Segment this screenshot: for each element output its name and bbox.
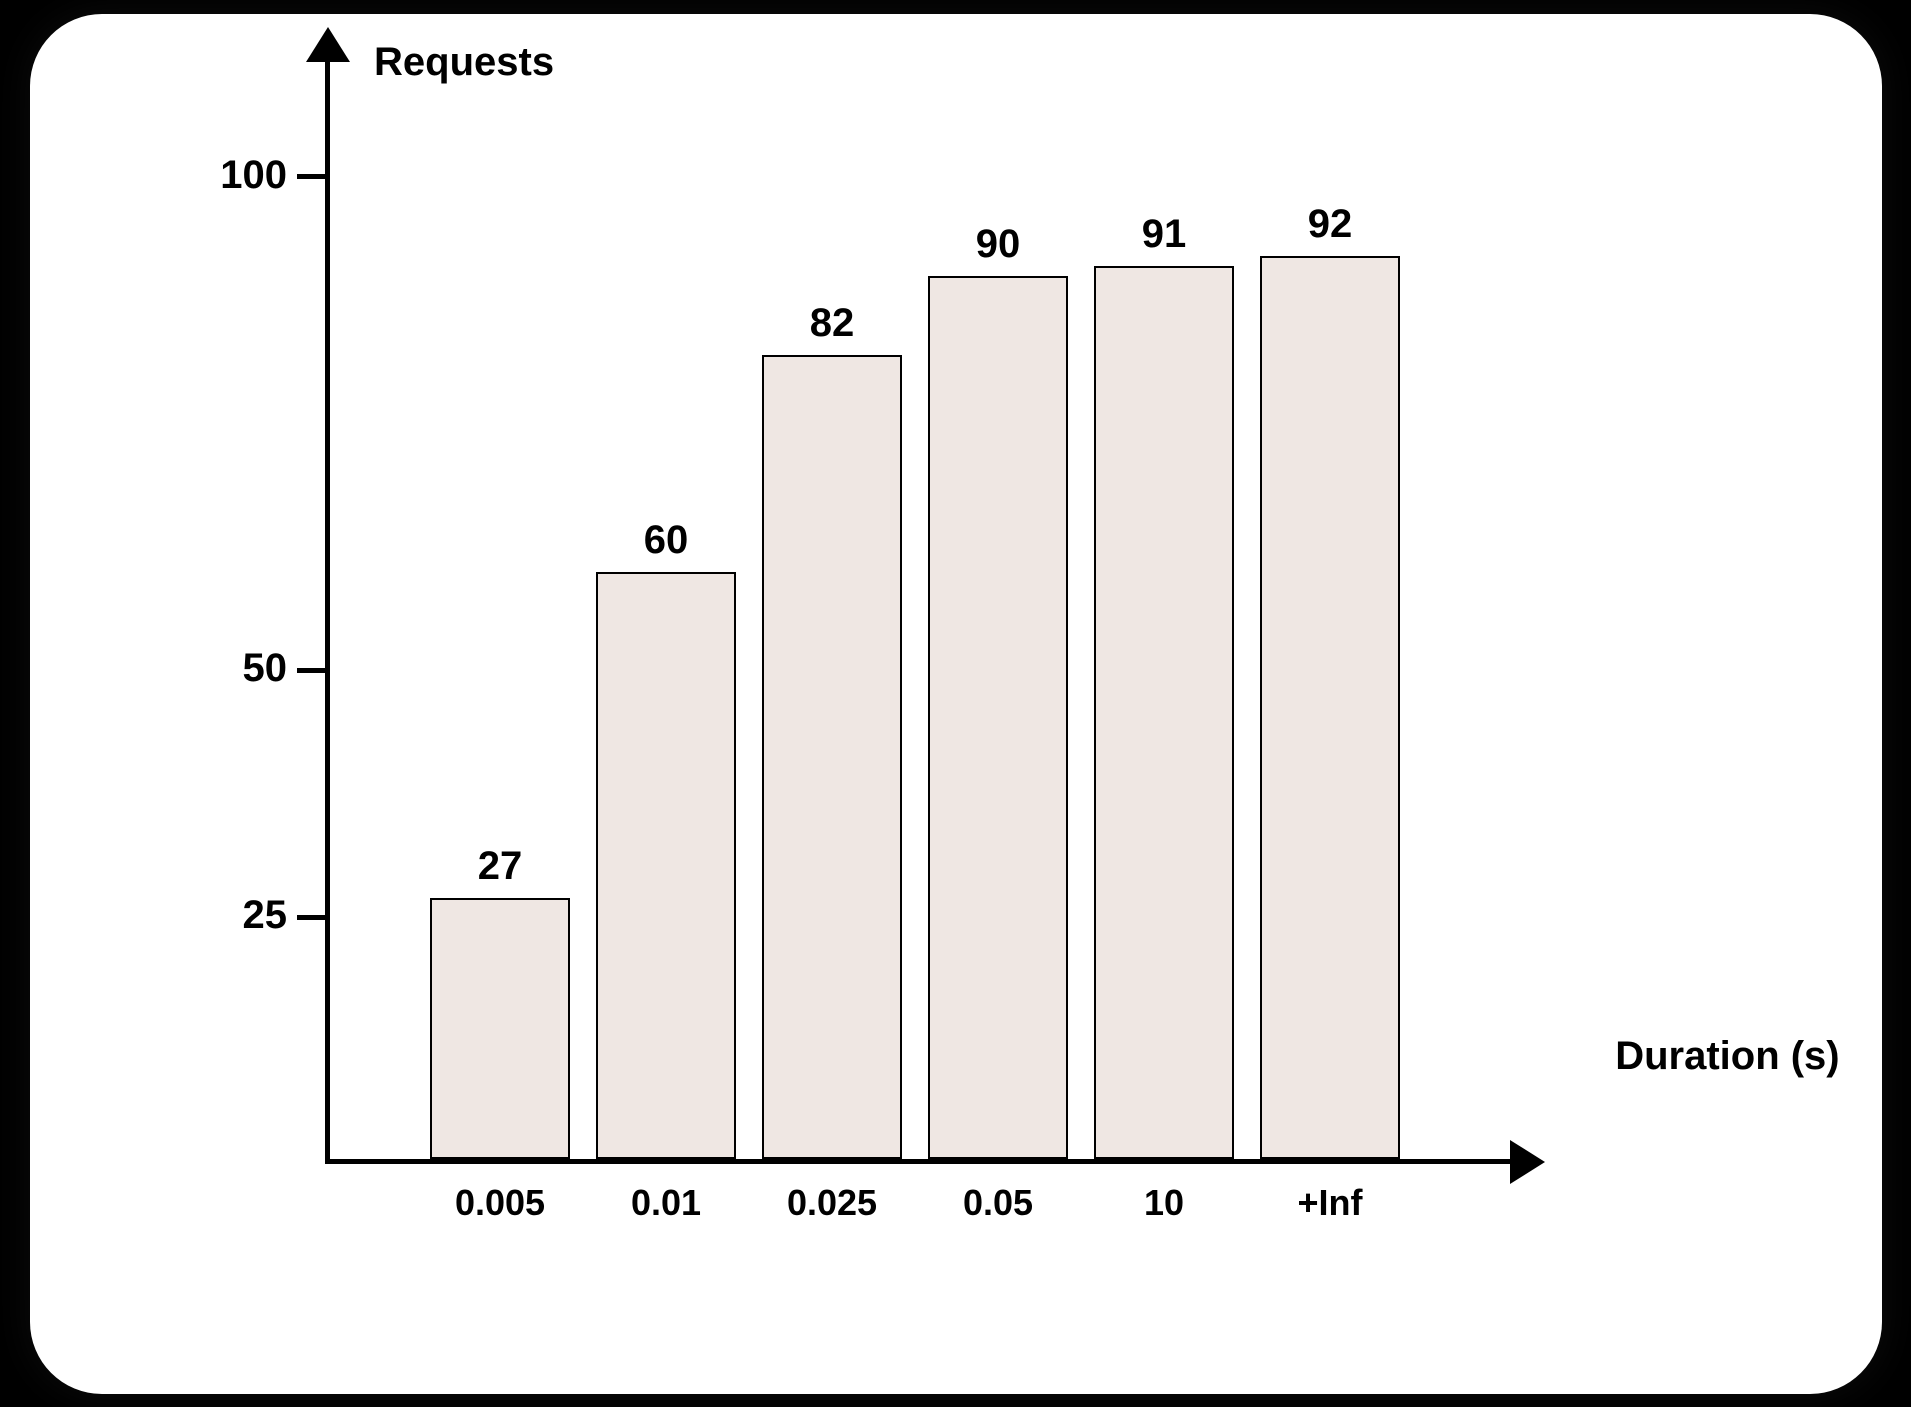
y-tick-label: 50 <box>167 646 287 691</box>
bar <box>1260 256 1400 1159</box>
bar-value-label: 92 <box>1260 202 1400 247</box>
x-axis-arrow <box>1510 1140 1545 1184</box>
x-tick-label: 10 <box>1081 1182 1247 1224</box>
x-tick-label: 0.01 <box>583 1182 749 1224</box>
y-axis-line <box>325 58 330 1164</box>
bar-value-label: 91 <box>1094 212 1234 257</box>
chart-card: 2550100RequestsDuration (s)270.005600.01… <box>30 14 1882 1394</box>
bar-value-label: 90 <box>928 222 1068 267</box>
y-tick-label: 100 <box>167 153 287 198</box>
bar <box>762 355 902 1159</box>
bar <box>928 276 1068 1159</box>
x-axis-title: Duration (s) <box>1615 1034 1911 1079</box>
bar-value-label: 60 <box>596 518 736 563</box>
bar-value-label: 27 <box>430 844 570 889</box>
x-axis-line <box>325 1159 1510 1164</box>
y-tick <box>297 174 325 179</box>
x-tick-label: 0.025 <box>749 1182 915 1224</box>
x-tick-label: 0.005 <box>417 1182 583 1224</box>
bar <box>596 572 736 1159</box>
y-axis-title: Requests <box>374 40 554 85</box>
x-tick-label: +Inf <box>1247 1182 1413 1224</box>
bar <box>430 898 570 1160</box>
y-tick-label: 25 <box>167 893 287 938</box>
y-tick <box>297 915 325 920</box>
bar-value-label: 82 <box>762 301 902 346</box>
x-tick-label: 0.05 <box>915 1182 1081 1224</box>
y-axis-arrow <box>306 27 350 62</box>
bar <box>1094 266 1234 1159</box>
y-tick <box>297 668 325 673</box>
plot-area: 2550100RequestsDuration (s)270.005600.01… <box>330 98 1450 1164</box>
